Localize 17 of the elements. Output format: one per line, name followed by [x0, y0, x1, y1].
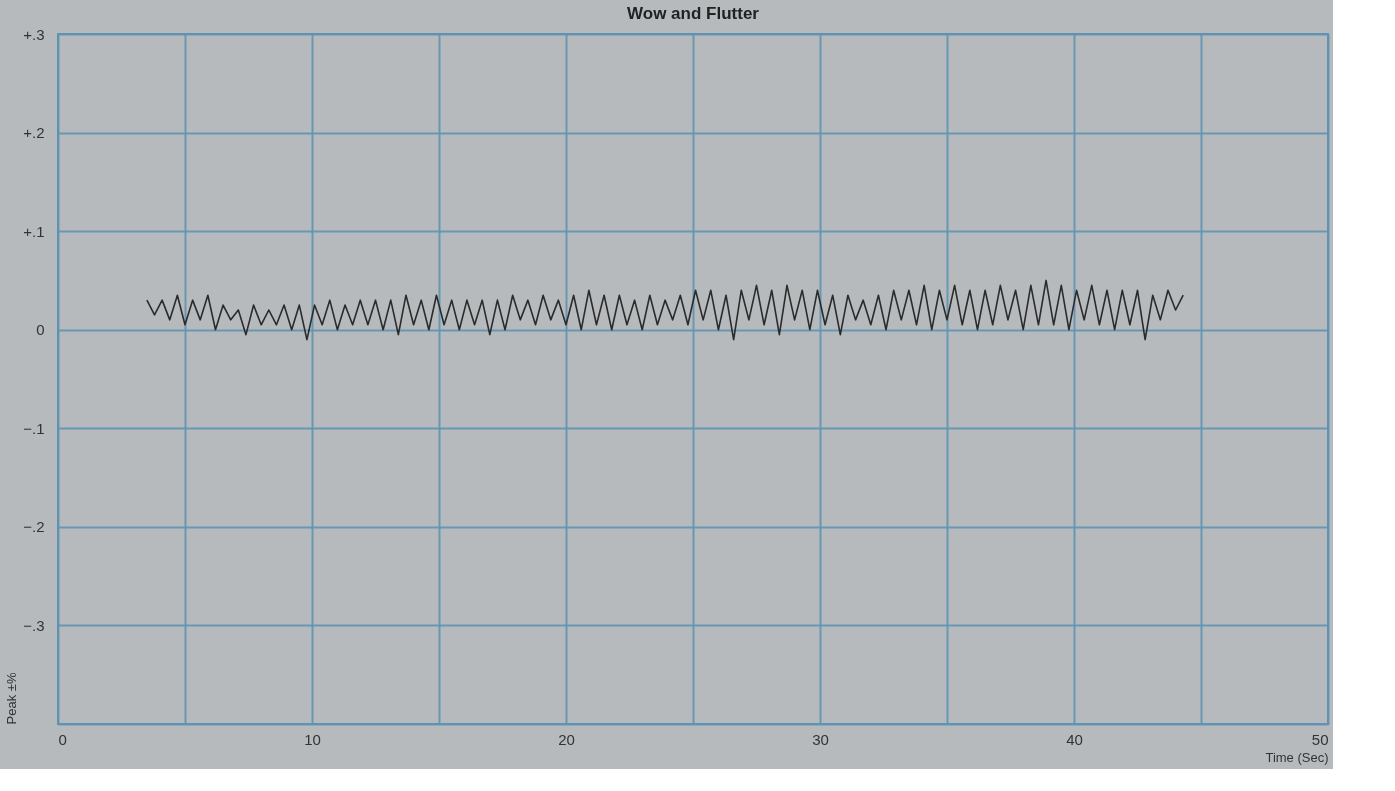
- x-tick-label: 40: [1066, 730, 1083, 748]
- chart-title: Wow and Flutter: [627, 4, 760, 23]
- y-tick-label: 0: [36, 321, 45, 339]
- x-tick-label: 20: [558, 730, 575, 748]
- x-tick-label: 30: [812, 730, 829, 748]
- y-tick-label: +.2: [23, 124, 45, 142]
- x-tick-label: 50: [1311, 730, 1329, 748]
- x-tick-label: 10: [304, 730, 321, 748]
- line-series: [146, 279, 1185, 341]
- y-tick-label: −.3: [23, 616, 45, 634]
- y-tick-label: −.2: [23, 518, 45, 536]
- x-axis-title: Time (Sec): [1265, 749, 1329, 765]
- y-tick-label: +.1: [23, 222, 45, 240]
- x-tick-label: 0: [58, 730, 67, 748]
- y-tick-label: +.3: [23, 25, 45, 43]
- y-axis-title: Peak ±%: [4, 672, 20, 725]
- y-tick-label: −.1: [23, 419, 45, 437]
